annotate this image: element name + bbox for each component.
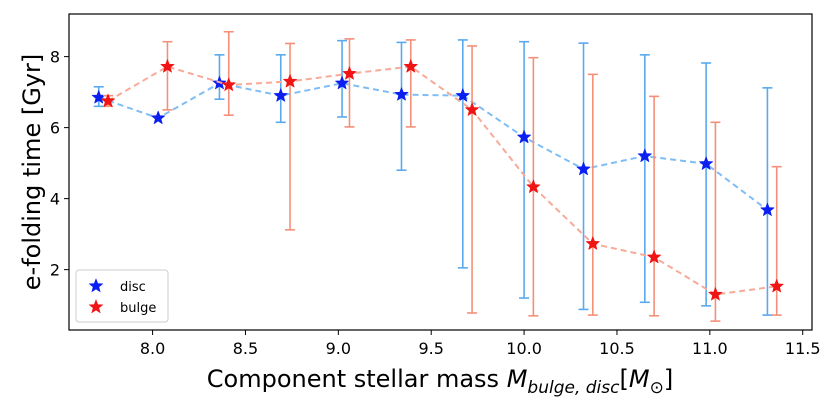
plot-background xyxy=(69,14,812,330)
y-axis-label: e-folding time [Gyr] xyxy=(18,54,46,290)
legend: disc bulge xyxy=(75,269,169,323)
x-tick-label: 11.5 xyxy=(785,339,821,358)
bulge-point xyxy=(283,74,297,88)
bulge-point xyxy=(585,236,600,250)
bulge-point xyxy=(342,66,357,80)
disc-point xyxy=(517,129,532,144)
bulge-point xyxy=(647,249,662,264)
x-tick-label: 11.0 xyxy=(692,339,728,358)
disc-point xyxy=(576,161,591,176)
x-tick-label: 9.5 xyxy=(418,339,443,358)
disc-point xyxy=(455,88,470,102)
disc-point xyxy=(335,75,350,90)
bulge-point xyxy=(160,59,175,73)
bulge-point xyxy=(465,102,480,116)
x-axis: 8.0 8.5 9.0 9.5 10.0 10.5 11.0 11.5 xyxy=(140,330,821,358)
disc-point xyxy=(273,88,288,102)
bulge-point xyxy=(101,93,115,107)
series-bulge xyxy=(101,30,784,322)
disc-point xyxy=(394,87,409,101)
legend-marker-disc xyxy=(88,278,104,293)
bulge-point xyxy=(526,179,541,193)
series-disc xyxy=(91,39,775,316)
x-axis-label-text: Component stellar mass xyxy=(207,365,507,393)
disc-series-line xyxy=(98,82,769,211)
bulge-point xyxy=(769,279,784,293)
x-tick-label: 8.0 xyxy=(140,339,165,358)
y-axis: 2 4 6 8 xyxy=(50,48,69,280)
y-tick-label: 8 xyxy=(50,48,60,67)
disc-point xyxy=(151,110,166,124)
legend-label-bulge: bulge xyxy=(120,301,156,316)
x-axis-label-bracket-close: ] xyxy=(664,365,673,393)
disc-point xyxy=(760,202,775,216)
x-axis-label-unit-subscript: ⊙ xyxy=(650,378,664,398)
x-axis-label-math: M xyxy=(507,365,528,393)
x-axis-label-subscript: bulge, disc xyxy=(527,378,620,398)
x-tick-label: 10.0 xyxy=(506,339,542,358)
x-tick-label: 9.0 xyxy=(326,339,351,358)
disc-point xyxy=(637,148,652,162)
y-tick-label: 4 xyxy=(50,190,60,209)
legend-label-disc: disc xyxy=(120,280,146,295)
bulge-point xyxy=(403,59,418,73)
disc-point xyxy=(699,156,714,170)
x-axis-label-unit: M xyxy=(629,365,650,393)
series-layer xyxy=(91,30,784,322)
x-tick-label: 10.5 xyxy=(599,339,635,358)
x-axis-label: Component stellar mass Mbulge, disc[M⊙] xyxy=(207,365,673,398)
x-tick-label: 8.5 xyxy=(233,339,258,358)
bulge-series-line xyxy=(107,65,777,296)
bulge-point xyxy=(221,77,236,91)
bulge-point xyxy=(708,287,723,301)
y-tick-label: 6 xyxy=(50,119,60,138)
plot-frame xyxy=(68,13,813,331)
y-tick-label: 2 xyxy=(50,261,60,280)
legend-items: disc bulge xyxy=(88,278,156,316)
legend-marker-bulge xyxy=(88,299,104,314)
x-axis-label-bracket-open: [ xyxy=(619,365,628,393)
